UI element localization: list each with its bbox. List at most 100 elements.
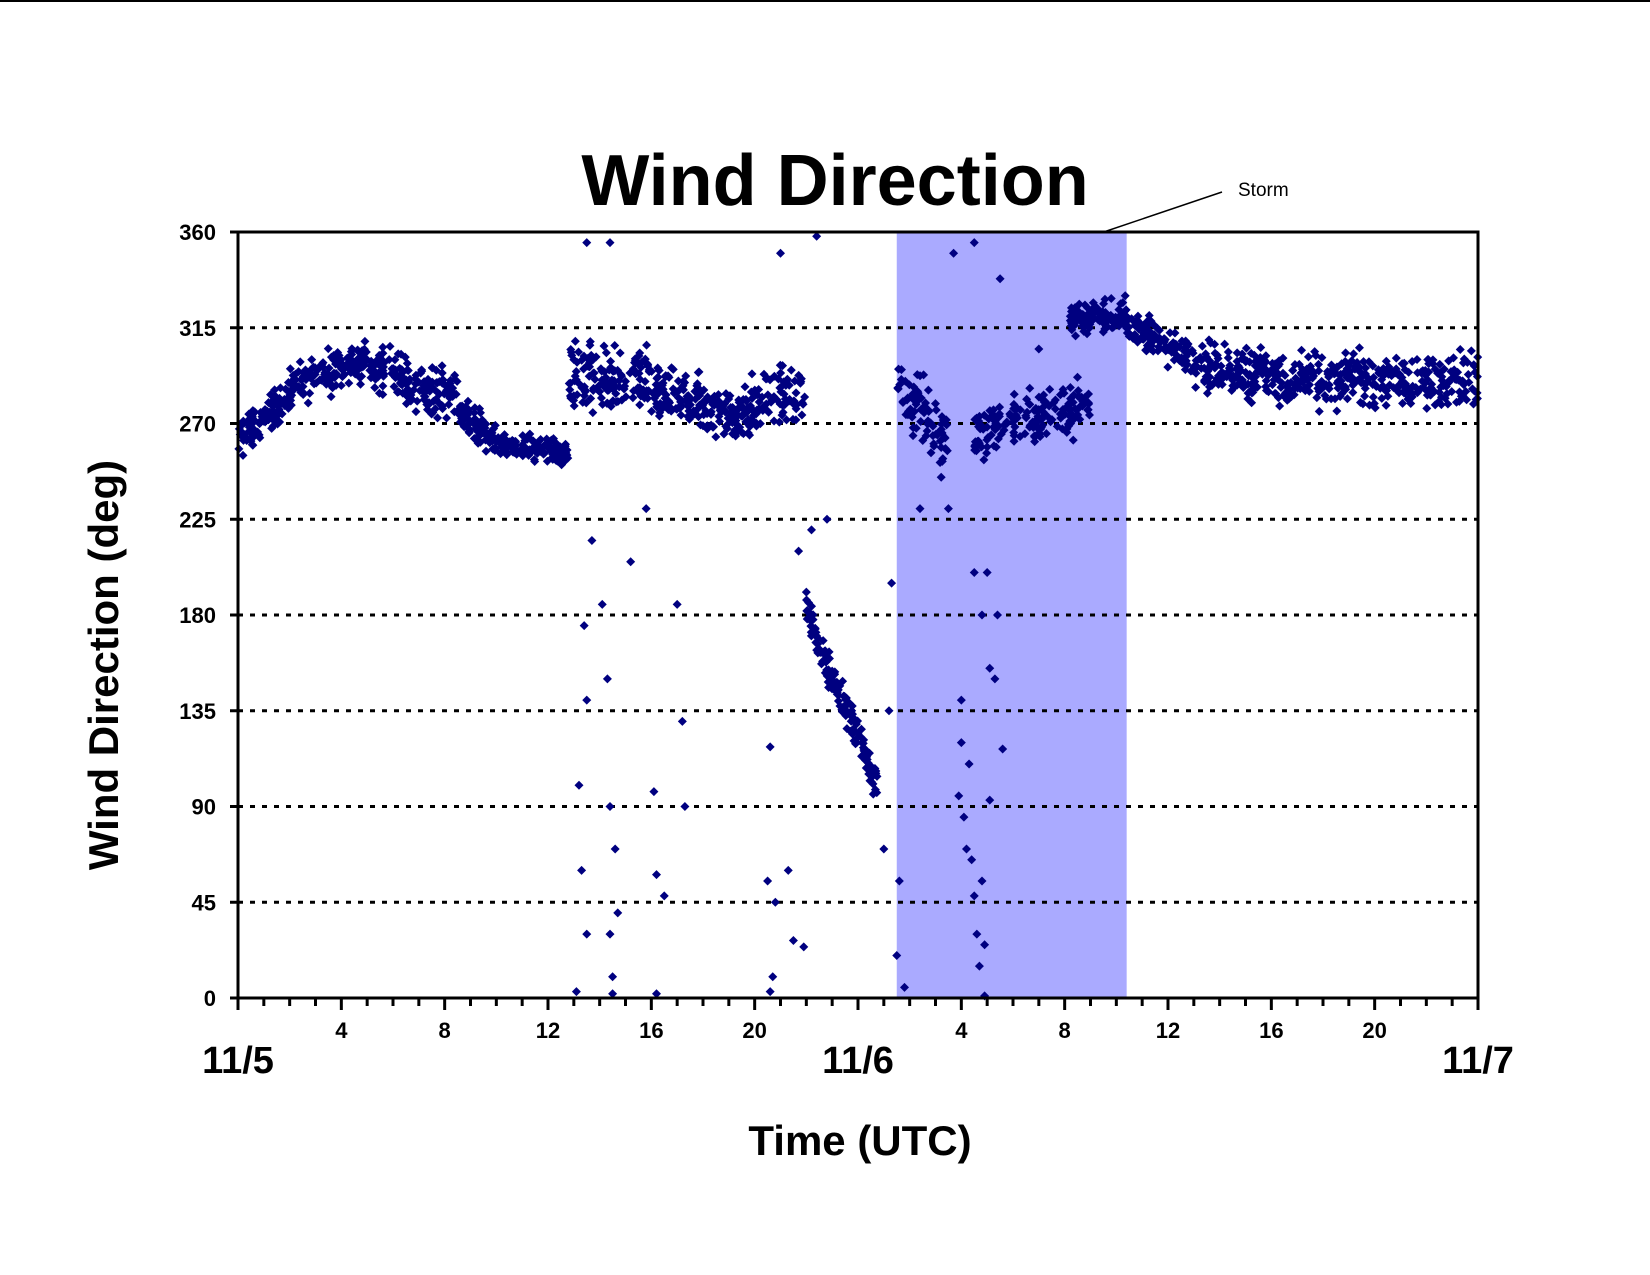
data-point — [429, 384, 439, 394]
data-point — [649, 787, 659, 797]
data-point — [680, 378, 690, 388]
data-point — [1145, 344, 1155, 354]
data-point — [444, 400, 454, 410]
data-point — [626, 557, 636, 567]
data-point — [1400, 379, 1410, 389]
data-point — [977, 610, 987, 620]
data-point — [463, 396, 473, 406]
data-point — [266, 390, 276, 400]
data-point — [320, 368, 330, 378]
data-point — [501, 447, 511, 457]
data-point — [621, 392, 631, 402]
data-point — [776, 368, 786, 378]
data-point — [1009, 436, 1019, 446]
data-point — [1321, 380, 1331, 390]
data-point — [930, 399, 940, 409]
data-point — [1213, 379, 1223, 389]
data-point — [1348, 388, 1358, 398]
data-point — [617, 371, 627, 381]
data-points — [234, 231, 1483, 1001]
data-point — [747, 369, 757, 379]
data-point — [859, 746, 869, 756]
data-point — [821, 650, 831, 660]
y-tick-label: 270 — [179, 412, 216, 437]
data-point — [1009, 427, 1019, 437]
data-point — [1036, 413, 1046, 423]
data-point — [643, 393, 653, 403]
data-point — [680, 802, 690, 811]
data-point — [1232, 356, 1242, 366]
data-point — [571, 987, 581, 997]
data-point — [310, 363, 320, 373]
data-point — [982, 442, 992, 452]
data-point — [1397, 359, 1407, 369]
data-point — [1381, 356, 1391, 366]
data-point — [1379, 367, 1389, 377]
data-point — [582, 929, 592, 939]
data-point — [802, 606, 812, 616]
data-point — [1360, 363, 1370, 373]
data-point — [863, 758, 873, 768]
data-point — [982, 567, 992, 577]
data-point — [520, 436, 530, 446]
data-point — [305, 388, 315, 398]
y-tick-label: 90 — [192, 795, 216, 820]
data-point — [1068, 319, 1078, 329]
data-point — [1285, 385, 1295, 395]
data-point — [569, 355, 579, 365]
x-tick-label: 20 — [742, 1018, 766, 1043]
x-axis-label: Time (UTC) — [748, 1117, 971, 1164]
data-point — [775, 360, 785, 370]
data-point — [896, 374, 906, 384]
data-point — [1169, 355, 1179, 365]
data-point — [1349, 349, 1359, 359]
data-point — [579, 621, 589, 631]
data-point — [1314, 359, 1324, 369]
data-point — [1297, 345, 1307, 355]
data-point — [794, 546, 804, 556]
data-point — [427, 377, 437, 387]
data-point — [916, 416, 926, 426]
data-point — [256, 416, 266, 426]
data-point — [1314, 406, 1324, 416]
data-point — [482, 429, 492, 439]
data-point — [1039, 397, 1049, 407]
data-point — [970, 437, 980, 447]
data-point — [250, 407, 260, 417]
data-point — [850, 715, 860, 725]
data-point — [969, 567, 979, 577]
data-point — [286, 400, 296, 410]
horizontal-gridlines — [238, 326, 1478, 904]
data-point — [571, 375, 581, 385]
data-point — [1242, 356, 1252, 366]
data-point — [801, 587, 811, 597]
data-point — [685, 392, 695, 402]
data-point — [1049, 398, 1059, 408]
data-point — [357, 346, 367, 356]
data-point — [1085, 309, 1095, 319]
data-point — [294, 367, 304, 377]
data-point — [765, 987, 775, 997]
data-point — [605, 929, 615, 939]
storm-annotation-leader — [1103, 191, 1223, 233]
x-tick-label: 12 — [536, 1018, 560, 1043]
y-tick-label: 0 — [204, 986, 216, 1011]
data-point — [940, 444, 950, 454]
data-point — [1191, 382, 1201, 392]
data-point — [1252, 382, 1262, 392]
y-tick-label: 315 — [179, 316, 216, 341]
chart-title: Wind Direction — [581, 141, 1088, 221]
data-point — [1335, 392, 1345, 402]
data-point — [943, 504, 953, 514]
x-tick-label: 20 — [1362, 1018, 1386, 1043]
data-point — [1046, 417, 1056, 427]
data-point — [1332, 406, 1342, 416]
data-point — [638, 385, 648, 395]
data-point — [289, 373, 299, 383]
data-point — [1222, 372, 1232, 382]
data-point — [1336, 369, 1346, 379]
data-point — [821, 657, 831, 667]
data-point — [722, 424, 732, 434]
data-point — [387, 364, 397, 374]
data-point — [445, 375, 455, 385]
